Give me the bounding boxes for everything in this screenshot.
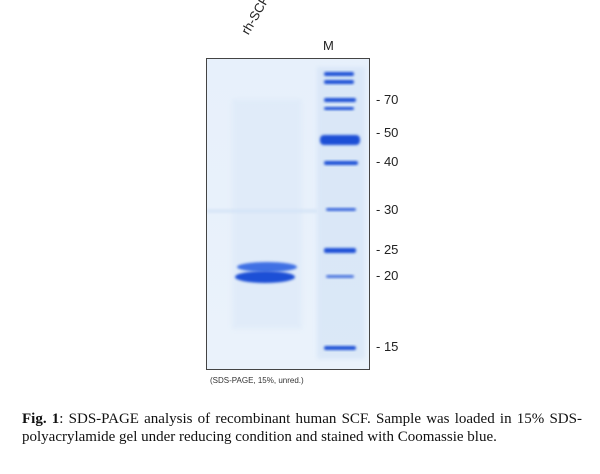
sample-lane <box>235 262 297 283</box>
mw-marker-25: - 25 <box>376 242 399 257</box>
mw-marker-20: - 20 <box>376 268 399 283</box>
mw-marker-50: - 50 <box>376 125 399 140</box>
mw-marker-30: - 30 <box>376 202 399 217</box>
marker-band-30 <box>326 208 356 211</box>
sample-band-upper <box>237 262 297 272</box>
marker-band-15 <box>324 346 356 350</box>
caption-text: : SDS-PAGE analysis of recombinant human… <box>22 411 582 445</box>
gel-conditions-label: (SDS-PAGE, 15%, unred.) <box>210 376 304 385</box>
marker-band-20 <box>326 275 354 278</box>
gel-bands <box>207 59 369 369</box>
marker-band-25 <box>324 248 356 253</box>
lane-label-marker: M <box>323 38 334 53</box>
lane-label-sample: rh-SCF <box>238 0 272 38</box>
figure-label: Fig. 1 <box>22 411 60 427</box>
sample-band-lower <box>235 271 295 283</box>
figure-caption: Fig. 1: SDS-PAGE analysis of recombinant… <box>22 410 582 446</box>
marker-lane <box>320 72 360 350</box>
marker-band-40 <box>324 161 358 165</box>
marker-band-50 <box>320 135 360 145</box>
marker-band-top-2 <box>324 80 354 84</box>
gel-image <box>206 58 370 370</box>
marker-band-70 <box>324 98 356 102</box>
marker-band-70b <box>324 107 354 110</box>
mw-marker-70: - 70 <box>376 92 399 107</box>
mw-marker-15: - 15 <box>376 339 399 354</box>
mw-marker-40: - 40 <box>376 154 399 169</box>
marker-band-top-1 <box>324 72 354 76</box>
